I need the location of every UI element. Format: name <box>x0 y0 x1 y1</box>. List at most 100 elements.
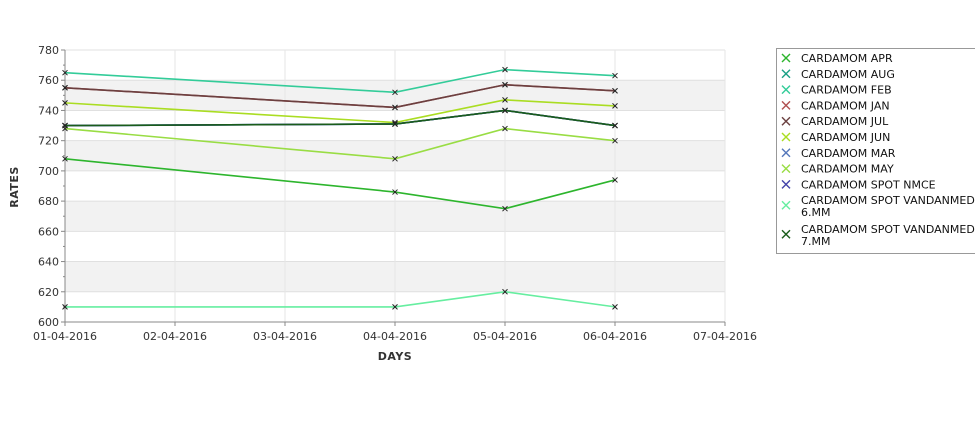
legend-item: CARDAMOM MAR <box>781 147 896 160</box>
legend-item: CARDAMOM SPOT VANDANMEDU 6.MM <box>781 194 975 219</box>
legend-swatch <box>781 69 791 79</box>
legend-label: CARDAMOM JUL <box>801 115 889 128</box>
data-point <box>612 122 618 129</box>
series-line <box>64 158 616 210</box>
data-point <box>502 97 508 103</box>
series-line <box>64 99 616 124</box>
x-tick-label: 05-04-2016 <box>473 330 537 343</box>
legend-swatch <box>781 164 791 174</box>
y-tick-label: 600 <box>38 316 59 329</box>
legend-swatch <box>781 53 791 63</box>
legend-item: CARDAMOM FEB <box>781 84 892 97</box>
y-axis-title: RATES <box>8 166 21 208</box>
data-point <box>612 87 618 94</box>
series-0 <box>62 155 618 212</box>
data-point <box>502 288 508 295</box>
data-point <box>612 304 618 310</box>
y-tick-label: 700 <box>38 165 59 178</box>
legend-item: CARDAMOM SPOT VANDANMEDU 7.MM <box>781 223 975 248</box>
series-4 <box>62 81 618 111</box>
legend-label: CARDAMOM APR <box>801 52 893 65</box>
x-tick-label: 03-04-2016 <box>253 330 317 343</box>
series-line <box>65 290 616 308</box>
series-line <box>64 109 616 127</box>
series-line <box>64 109 616 127</box>
y-tick-label: 720 <box>38 135 59 148</box>
series-line <box>64 83 616 109</box>
legend-item: CARDAMOM JUL <box>781 115 889 128</box>
data-point <box>62 155 68 162</box>
data-point <box>62 122 68 129</box>
y-tick-label: 660 <box>38 225 59 238</box>
y-tick-label: 760 <box>38 74 59 87</box>
legend-swatch <box>781 200 791 210</box>
series-10 <box>62 107 618 129</box>
legend: CARDAMOM APR CARDAMOM AUG CARDAMOM FEB CARD… <box>776 48 975 254</box>
data-point <box>612 137 618 144</box>
series-9 <box>62 288 618 310</box>
data-point <box>612 177 618 183</box>
x-tick-label: 01-04-2016 <box>33 330 97 343</box>
series-2 <box>62 66 618 96</box>
legend-label: CARDAMOM AUG <box>801 68 895 81</box>
data-point <box>392 155 398 162</box>
legend-swatch <box>781 85 791 95</box>
data-point <box>392 304 398 310</box>
data-point <box>392 121 398 127</box>
legend-label: CARDAMOM JAN <box>801 99 890 112</box>
data-point <box>612 103 618 109</box>
legend-label: CARDAMOM JUN <box>801 131 890 144</box>
x-axis-ticks: 01-04-2016 02-04-2016 03-04-2016 04-04-2016… <box>33 322 757 343</box>
legend-swatch <box>781 100 791 110</box>
x-tick-label: 04-04-2016 <box>363 330 427 343</box>
y-tick-label: 620 <box>38 286 59 299</box>
legend-swatch <box>781 229 791 239</box>
legend-label: CARDAMOM MAY <box>801 163 894 176</box>
data-point <box>502 125 508 132</box>
x-tick-label: 06-04-2016 <box>583 330 647 343</box>
legend-swatch <box>781 179 791 189</box>
series-line <box>64 127 616 160</box>
data-point <box>62 100 68 106</box>
y-tick-label: 740 <box>38 104 59 117</box>
legend-item: CARDAMOM MAY <box>781 163 894 176</box>
x-tick-label: 02-04-2016 <box>143 330 207 343</box>
legend-swatch <box>781 132 791 142</box>
legend-label: CARDAMOM MAR <box>801 147 896 160</box>
legend-item: CARDAMOM JUN <box>781 131 890 144</box>
data-point <box>502 81 508 88</box>
legend-label: CARDAMOM SPOT NMCE <box>801 178 936 191</box>
legend-label: CARDAMOM SPOT VANDANMEDU 7.MM <box>801 223 975 248</box>
legend-label: CARDAMOM SPOT VANDANMEDU 6.MM <box>801 194 975 219</box>
legend-swatch <box>781 116 791 126</box>
y-tick-label: 640 <box>38 256 59 269</box>
data-point <box>392 89 398 96</box>
data-point <box>502 107 508 114</box>
series-line <box>64 109 616 127</box>
data-point <box>392 189 398 195</box>
y-axis-ticks: 600 620 640 660 680 700 720 740 760 780 <box>38 44 65 329</box>
legend-swatch <box>781 148 791 158</box>
series-lines <box>62 66 618 310</box>
legend-box <box>776 48 975 254</box>
series-line <box>64 68 616 94</box>
data-point <box>502 205 508 212</box>
legend-label: CARDAMOM FEB <box>801 84 892 97</box>
data-point <box>62 84 68 91</box>
data-point <box>62 69 68 76</box>
data-point <box>502 66 508 73</box>
legend-item: CARDAMOM AUG <box>781 68 895 81</box>
legend-item: CARDAMOM SPOT NMCE <box>781 178 936 191</box>
series-5 <box>62 97 618 126</box>
y-tick-label: 780 <box>38 44 59 57</box>
series-line <box>64 109 616 127</box>
legend-item: CARDAMOM JAN <box>781 99 890 112</box>
x-axis-title: DAYS <box>378 350 412 363</box>
y-tick-label: 680 <box>38 195 59 208</box>
x-tick-label: 07-04-2016 <box>693 330 757 343</box>
data-point <box>62 304 68 310</box>
legend-item: CARDAMOM APR <box>781 52 893 65</box>
data-point <box>612 72 618 79</box>
data-point <box>392 104 398 111</box>
